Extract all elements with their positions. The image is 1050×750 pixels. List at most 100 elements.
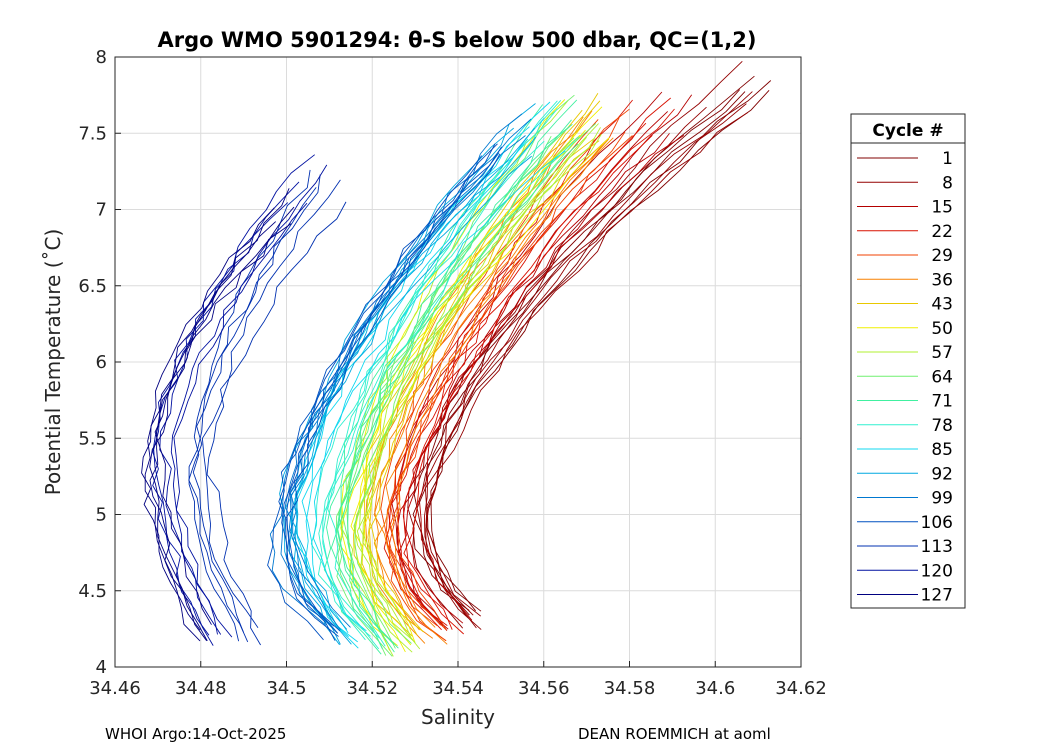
- x-tick-label: 34.58: [604, 678, 656, 699]
- profile-line-cycle-71: [337, 119, 572, 653]
- y-tick-label: 4.5: [78, 581, 107, 602]
- y-tick-label: 6.5: [78, 276, 107, 297]
- profile-line-cycle-99: [288, 113, 523, 634]
- profile-line-cycle-99: [290, 135, 526, 628]
- profile-line-cycle-120: [170, 202, 308, 635]
- x-tick-label: 34.48: [175, 678, 227, 699]
- profile-line-cycle-57: [340, 99, 569, 657]
- profile-line-cycle-29: [389, 135, 633, 641]
- profile-line-cycle-127: [149, 188, 290, 642]
- x-tick-label: 34.6: [695, 678, 735, 699]
- profile-line-cycle-85: [313, 150, 566, 632]
- profile-line-cycle-43: [353, 109, 583, 637]
- profile-line-cycle-127: [154, 206, 295, 625]
- legend-label: 15: [931, 198, 953, 218]
- profile-line-cycle-120: [173, 164, 328, 638]
- profile-line-cycle-29: [385, 117, 620, 642]
- y-tick-label: 7.5: [78, 123, 107, 144]
- y-tick-label: 8: [96, 47, 107, 68]
- profile-line-cycle-8: [423, 103, 747, 616]
- legend: Cycle # 18152229364350576471788592991061…: [850, 113, 966, 609]
- profile-line-cycle-8: [425, 91, 753, 630]
- legend-label: 64: [931, 367, 953, 387]
- x-tick-label: 34.54: [432, 678, 484, 699]
- legend-label: 36: [931, 270, 953, 290]
- y-tick-label: 4: [96, 657, 107, 678]
- x-tick-label: 34.52: [346, 678, 398, 699]
- legend-label: 71: [931, 392, 953, 412]
- profile-line-cycle-36: [390, 137, 614, 645]
- profile-line-cycle-120: [152, 202, 289, 636]
- profile-line-cycle-22: [395, 134, 653, 626]
- profile-line-cycle-92: [288, 155, 532, 646]
- legend-label: 22: [931, 222, 953, 242]
- profile-line-cycle-29: [396, 131, 626, 630]
- profile-line-cycle-1: [426, 80, 772, 612]
- profile-line-cycle-113: [192, 169, 311, 633]
- profile-line-cycle-36: [373, 142, 605, 639]
- profile-line-cycle-113: [188, 187, 317, 642]
- profile-line-cycle-78: [317, 100, 558, 637]
- profile-line-cycle-8: [407, 106, 707, 629]
- legend-label: 113: [921, 537, 953, 557]
- profile-line-cycle-113: [201, 179, 341, 628]
- profile-line-cycle-50: [363, 137, 610, 644]
- y-tick-label: 5: [96, 505, 107, 526]
- y-tick-label: 6: [96, 352, 107, 373]
- y-tick-label: 7: [96, 200, 107, 221]
- profile-line-cycle-15: [405, 135, 685, 624]
- x-tick-label: 34.62: [775, 678, 827, 699]
- legend-box: [850, 113, 966, 609]
- y-axis-label: Potential Temperature (˚C): [41, 229, 65, 496]
- profile-line-cycle-71: [330, 124, 573, 649]
- profile-line-cycle-64: [354, 123, 597, 644]
- legend-entries: 1 8 15 22 29 36 43 50 57 64 71 78 85 92 99 106 113 120 127: [857, 149, 953, 606]
- profile-line-cycle-113: [206, 201, 347, 646]
- profile-line-cycle-57: [356, 127, 601, 653]
- legend-label: 43: [931, 295, 953, 315]
- profile-line-cycle-92: [279, 127, 514, 629]
- plot-area: 34.46 34.48 34.5 34.52 34.54 34.56 34.58 34.6 34…: [78, 47, 826, 699]
- profile-line-cycle-78: [327, 136, 580, 647]
- footer-left: WHOI Argo:14-Oct-2025: [105, 725, 287, 743]
- profile-line-cycle-78: [310, 140, 545, 641]
- legend-label: 99: [931, 489, 953, 509]
- profile-line-cycle-15: [391, 91, 663, 627]
- profile-line-cycle-113: [188, 174, 321, 643]
- y-tick-label: 5.5: [78, 428, 107, 449]
- legend-label: 1: [942, 149, 953, 169]
- profile-line-cycle-22: [402, 97, 671, 630]
- profile-line-cycle-57: [353, 136, 587, 643]
- profile-line-cycle-57: [359, 123, 599, 650]
- profile-line-cycle-85: [304, 117, 545, 643]
- profile-line-cycle-92: [285, 136, 537, 645]
- legend-label: 127: [921, 586, 953, 606]
- x-tick-label: 34.46: [89, 678, 141, 699]
- x-tick-label: 34.5: [266, 678, 306, 699]
- legend-label: 8: [942, 173, 953, 193]
- profile-line-cycle-15: [396, 111, 669, 630]
- legend-label: 92: [931, 464, 953, 484]
- legend-label: 120: [921, 561, 953, 581]
- profile-line-cycle-127: [141, 221, 277, 631]
- legend-label: 106: [921, 513, 953, 533]
- legend-label: 50: [931, 319, 953, 339]
- legend-label: 85: [931, 440, 953, 460]
- legend-label: 57: [931, 343, 953, 363]
- chart-title: Argo WMO 5901294: θ-S below 500 dbar, QC…: [158, 28, 757, 52]
- x-tick-label: 34.56: [518, 678, 570, 699]
- profile-line-cycle-1: [430, 89, 770, 612]
- footer-right: DEAN ROEMMICH at aoml: [578, 725, 771, 743]
- legend-label: 29: [931, 246, 953, 266]
- profiles: [141, 60, 772, 657]
- legend-title: Cycle #: [872, 121, 943, 141]
- profile-line-cycle-8: [424, 60, 743, 617]
- profile-line-cycle-106: [278, 143, 498, 634]
- profile-line-cycle-127: [149, 223, 292, 641]
- profile-line-cycle-106: [286, 153, 501, 641]
- legend-label: 78: [931, 416, 953, 436]
- profile-line-cycle-36: [373, 138, 610, 628]
- profile-line-cycle-57: [362, 133, 602, 640]
- profile-line-cycle-22: [403, 108, 675, 635]
